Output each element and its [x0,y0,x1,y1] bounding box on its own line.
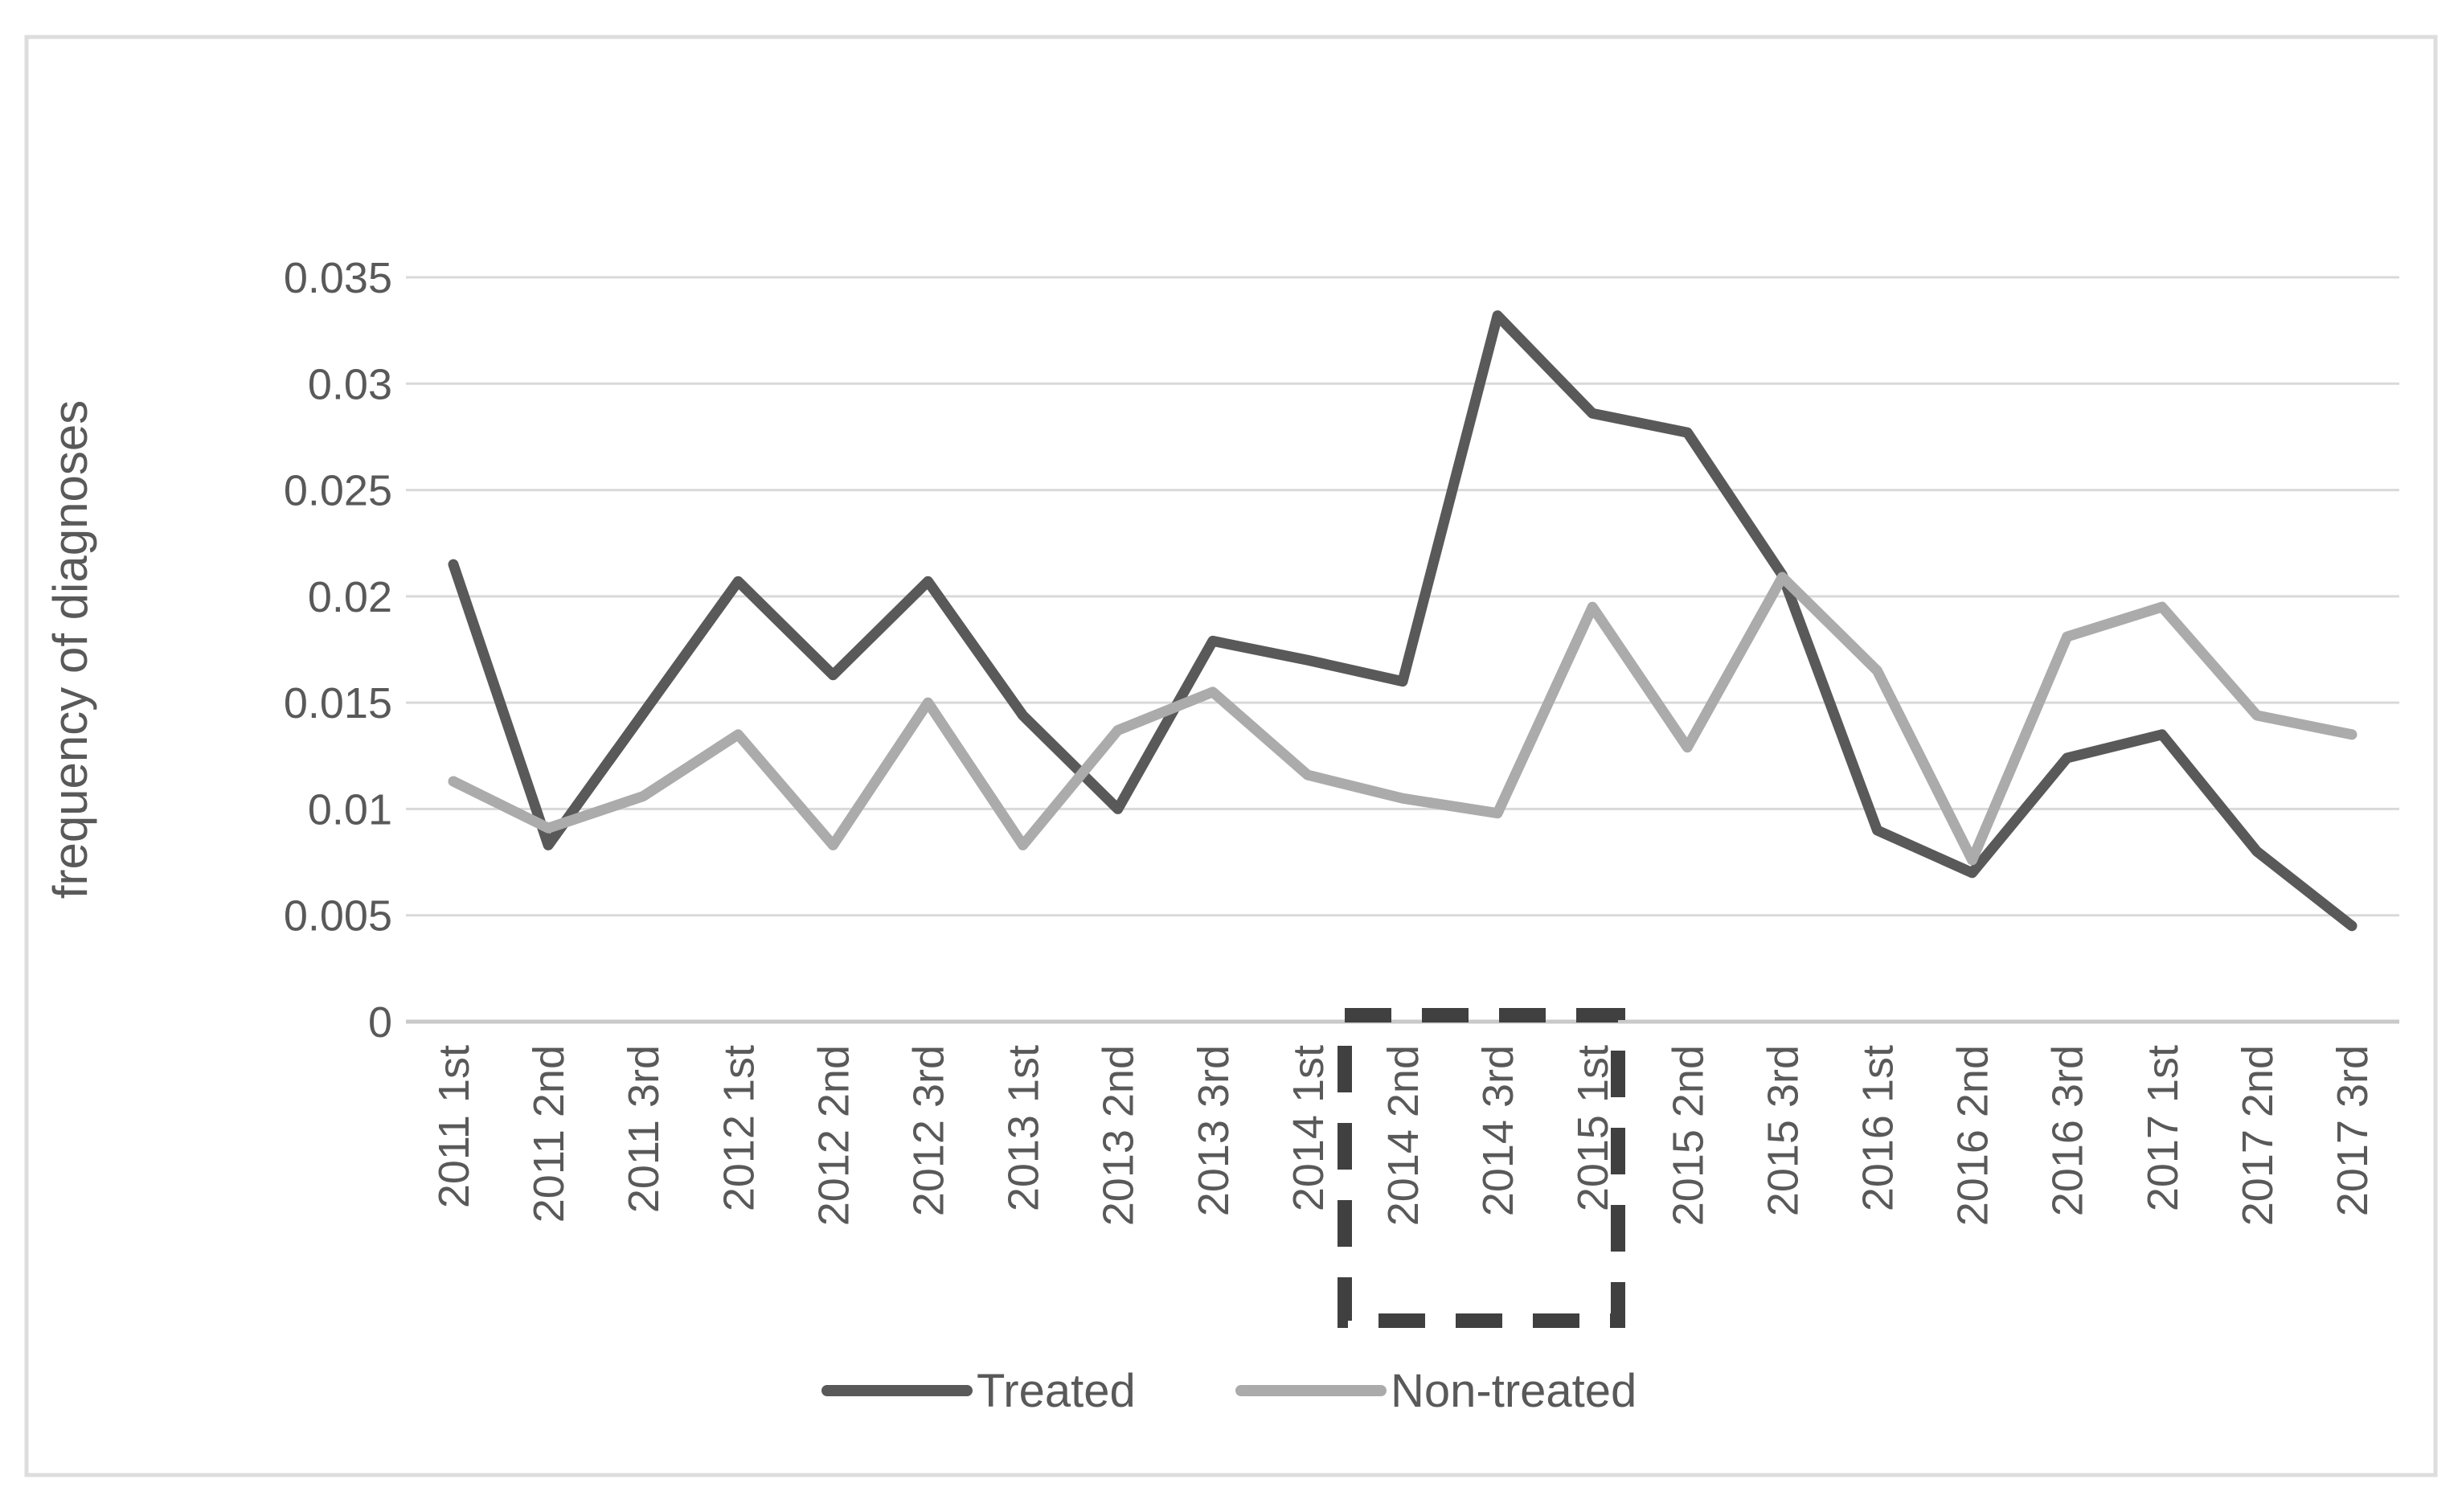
x-tick-label: 2011 3rd [620,1045,668,1213]
y-axis-title: frequency of diagnoses [43,400,97,899]
x-tick-label: 2015 3rd [1759,1045,1807,1216]
y-tick-label: 0.005 [284,892,392,940]
legend: Treated Non-treated [821,1365,1637,1417]
data-series [448,310,2358,932]
highlighted-quarters-box [1338,1008,1625,1328]
x-tick-label: 2013 2nd [1095,1045,1143,1226]
y-axis-tick-labels: 0 0.005 0.01 0.015 0.02 0.025 0.03 0.035 [284,254,392,1047]
x-tick-label: 2017 2nd [2234,1045,2282,1226]
legend-label: Treated [977,1365,1136,1417]
legend-label: Non-treated [1391,1365,1637,1417]
x-tick-label: 2017 3rd [2329,1045,2377,1216]
x-tick-label: 2014 2nd [1379,1045,1428,1226]
x-tick-label: 2017 1st [2139,1045,2187,1211]
legend-item-treated: Treated [821,1365,1136,1417]
x-tick-label: 2015 2nd [1664,1045,1712,1226]
x-tick-label: 2013 1st [1000,1045,1048,1211]
x-tick-label: 2012 3rd [905,1045,953,1216]
x-axis-tick-labels: 2011 1st 2011 2nd 2011 3rd 2012 1st 2012 2nd… [430,1045,2377,1226]
gridlines [406,276,2399,1023]
x-tick-label: 2011 2nd [525,1045,573,1223]
non-treated-line [448,572,2358,866]
x-tick-label: 2014 1st [1284,1045,1333,1211]
y-tick-label: 0.02 [308,573,392,621]
figure-border [24,35,2438,1477]
y-tick-label: 0.015 [284,679,392,727]
x-tick-label: 2012 1st [715,1045,763,1211]
x-tick-label: 2016 3rd [2044,1045,2092,1216]
x-tick-label: 2016 1st [1854,1045,1902,1211]
y-tick-label: 0.01 [308,785,392,834]
x-tick-label: 2015 1st [1569,1045,1617,1211]
x-tick-label: 2016 2nd [1949,1045,1997,1226]
x-tick-label: 2011 1st [430,1045,478,1208]
treated-line [448,310,2358,932]
y-tick-label: 0 [368,998,392,1047]
x-tick-label: 2014 3rd [1474,1045,1522,1216]
x-tick-label: 2013 3rd [1190,1045,1238,1216]
y-tick-label: 0.03 [308,360,392,408]
x-tick-label: 2012 2nd [809,1045,858,1226]
legend-item-non-treated: Non-treated [1235,1365,1637,1417]
y-tick-label: 0.025 [284,467,392,515]
y-tick-label: 0.035 [284,254,392,302]
